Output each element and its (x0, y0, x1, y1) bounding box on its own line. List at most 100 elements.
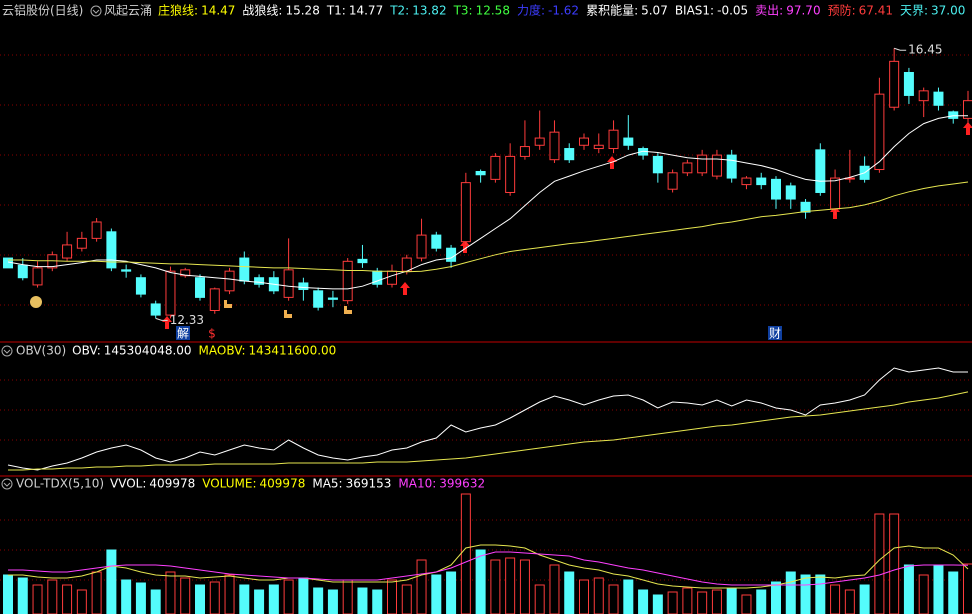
volume-bar (741, 594, 752, 614)
volume-bar (62, 584, 73, 614)
readout-name: VOLUME: (202, 477, 256, 491)
marker-box (176, 326, 190, 340)
volume-bar (579, 579, 589, 614)
readout-name: MA5: (312, 477, 342, 491)
readout-value: 145304048.00 (104, 344, 192, 358)
readout-value: 399632 (439, 477, 485, 491)
marker-label: $ (208, 327, 216, 341)
candle-body (475, 170, 486, 176)
candle-body (741, 177, 752, 186)
readout-value: 369153 (346, 477, 392, 491)
readout-name: 战狼线: (242, 3, 282, 18)
panel-title: OBV(30) (16, 344, 66, 358)
volume-bar (195, 584, 205, 614)
buy-arrow (963, 122, 972, 135)
volume-bar (505, 557, 516, 614)
candle-body (579, 137, 589, 146)
hint-icons (30, 296, 782, 340)
candle-body (800, 201, 811, 213)
volume-bar (918, 574, 929, 614)
volume-bar (859, 584, 870, 614)
volume-bar (165, 571, 176, 614)
candle-body (254, 277, 265, 285)
readout-value: 409978 (149, 477, 195, 491)
volume-bar (209, 581, 220, 614)
candle-body (446, 247, 457, 262)
indicator-line (7, 367, 968, 471)
volume-bar (830, 584, 841, 614)
volume-bar (313, 587, 324, 614)
volume-bar (121, 579, 132, 614)
buy-arrow (162, 316, 172, 329)
low-label: 12.33 (170, 313, 204, 327)
volume-bar (903, 564, 914, 614)
hand-icon (344, 306, 352, 314)
buy-arrow (400, 282, 410, 295)
indicator-name: 风起云涌 (104, 4, 152, 18)
readout-value: -0.05 (717, 4, 748, 18)
volume-bar (519, 559, 530, 614)
volume-bar (416, 559, 427, 614)
volume-bar (623, 579, 634, 614)
volume-bar (17, 577, 28, 614)
readout-value: 12.58 (476, 4, 510, 18)
candle-body (239, 257, 250, 282)
candle-body (534, 137, 545, 146)
volume-bar (652, 594, 663, 614)
volume-bar (327, 589, 338, 614)
panel-icon[interactable] (90, 5, 102, 17)
readout-value: 15.28 (285, 4, 319, 18)
panel-icon[interactable] (1, 478, 13, 490)
panel-icon-arrow (3, 482, 11, 487)
volume-bar (815, 574, 826, 614)
candle-body (431, 234, 442, 249)
volume-bar (283, 579, 294, 614)
volume-bar (32, 584, 43, 614)
panel-icon-arrow (92, 9, 100, 14)
volume-bar (948, 571, 959, 614)
readout-name: MAOBV: (199, 344, 246, 358)
candle-body (62, 244, 73, 259)
volume-ma-line (8, 544, 969, 589)
candle-body (401, 257, 412, 272)
readout-name: 庄狼线: (158, 3, 198, 18)
candle-body (815, 149, 826, 193)
volume-bar (298, 577, 309, 614)
volume-bar (268, 584, 279, 614)
candle-body (711, 154, 722, 177)
readout-name: T2: (389, 4, 409, 18)
volume-bar (254, 589, 265, 614)
high-label: 16.45 (908, 43, 942, 57)
readout-value: 14.47 (201, 4, 235, 18)
candle-body (874, 93, 885, 171)
volume-bar (106, 549, 117, 614)
volume-bar (726, 587, 737, 614)
marker-box (768, 326, 782, 340)
panel-icon[interactable] (1, 345, 13, 357)
volume-bar (771, 581, 781, 614)
candle-body (150, 303, 161, 316)
volume-bar (239, 584, 250, 614)
candle-body (387, 270, 397, 285)
readout-value: -1.62 (548, 4, 579, 18)
volume-bar (475, 549, 486, 614)
indicator-line (8, 391, 969, 471)
volume-bar (963, 563, 972, 614)
panel-icon-arrow (3, 349, 11, 354)
volume-bar (431, 574, 442, 614)
candle-body (283, 269, 294, 298)
volume-bar (608, 584, 619, 614)
readout-value: 14.77 (349, 4, 383, 18)
high-pointer (893, 47, 907, 51)
readout-value: 409978 (260, 477, 306, 491)
readout-name: VVOL: (110, 477, 146, 491)
candle-body (623, 137, 634, 146)
candle-body (682, 162, 693, 174)
volume-bar (490, 559, 501, 614)
hand-icon (224, 300, 232, 308)
volume-bar (446, 571, 457, 614)
volume-bar (711, 589, 722, 614)
candle-body (771, 178, 781, 200)
volume-bar (889, 513, 900, 614)
